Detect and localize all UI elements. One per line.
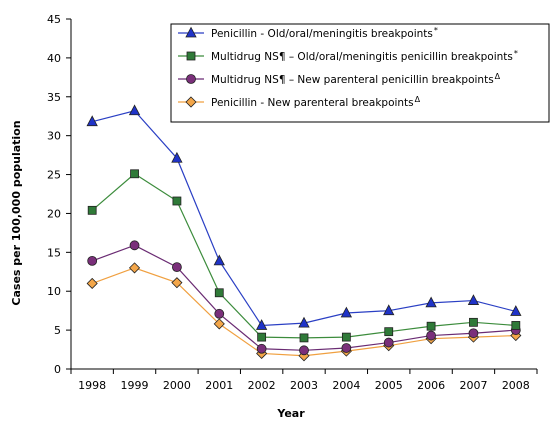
legend-superscript: Δ (495, 72, 501, 81)
data-point (426, 330, 436, 341)
data-point (426, 321, 436, 331)
data-point (341, 343, 352, 353)
y-tick-label: 5 (54, 324, 61, 337)
x-axis-title: Year (276, 407, 305, 420)
legend-item: Multidrug NS¶ – New parenteral penicilli… (178, 72, 501, 86)
data-point (214, 308, 225, 319)
y-tick-label: 40 (47, 52, 61, 65)
x-tick-label: 2005 (375, 379, 403, 392)
data-point (468, 328, 479, 339)
y-tick-label: 15 (47, 246, 61, 259)
legend-marker (185, 26, 197, 38)
series-line (91, 267, 516, 357)
data-point (128, 104, 141, 116)
data-point (299, 345, 309, 356)
x-tick-label: 2004 (332, 379, 360, 392)
data-point (172, 262, 182, 273)
legend-label: Multidrug NS¶ – Old/oral/meningitis peni… (211, 49, 518, 63)
series-circle (87, 240, 521, 356)
y-tick-label: 30 (47, 130, 61, 143)
data-point (257, 332, 267, 342)
series-line (92, 110, 516, 327)
x-tick-label: 2007 (459, 379, 487, 392)
legend-item: Multidrug NS¶ – Old/oral/meningitis peni… (178, 49, 518, 63)
legend-marker (186, 51, 196, 61)
axes: 0 5 10 15 20 25 30 35 40 45 1998 1999 2000 2001 2002 20… (47, 13, 538, 392)
legend-marker (186, 74, 196, 84)
data-point (129, 240, 140, 251)
x-tick-label: 2001 (205, 379, 233, 392)
legend-item: Penicillin - New parenteral breakpointsΔ (178, 95, 421, 109)
data-point (255, 319, 268, 330)
data-point (86, 115, 98, 127)
data-point (467, 294, 480, 305)
data-point (383, 337, 394, 348)
data-point (171, 151, 183, 163)
y-tick-label: 0 (54, 363, 61, 376)
data-point (86, 277, 98, 290)
x-tick-label: 2000 (163, 379, 191, 392)
data-point (511, 321, 521, 330)
x-tick-label: 2008 (502, 379, 530, 392)
data-point (87, 205, 97, 215)
data-point (171, 277, 183, 289)
y-tick-label: 20 (47, 207, 61, 220)
data-point (340, 306, 353, 318)
legend: Penicillin - Old/oral/meningitis breakpo… (170, 23, 550, 123)
legend-superscript: Δ (415, 95, 421, 104)
data-point (469, 317, 478, 327)
legend-box (170, 23, 550, 123)
data-point (256, 343, 267, 354)
x-tick-label: 2006 (417, 379, 445, 392)
data-point (298, 316, 310, 328)
legend-superscript: * (514, 49, 518, 58)
series-triangle (86, 104, 522, 330)
data-point (510, 305, 522, 316)
data-point (130, 169, 139, 179)
y-tick-label: 25 (47, 169, 61, 182)
data-point (299, 333, 309, 343)
x-tick-label: 1999 (121, 379, 149, 392)
legend-item: Penicillin - Old/oral/meningitis breakpo… (178, 26, 438, 40)
x-tick-label: 2002 (248, 379, 276, 392)
data-point (172, 196, 182, 206)
data-point (214, 288, 224, 298)
y-tick-label: 35 (47, 91, 61, 104)
data-point (213, 254, 225, 266)
data-point (128, 262, 141, 274)
series-square (87, 169, 521, 343)
data-point (384, 327, 394, 337)
data-point (87, 255, 98, 266)
legend-label: Penicillin - Old/oral/meningitis breakpo… (211, 26, 438, 40)
legend-marker (185, 96, 197, 108)
y-tick-label: 10 (47, 285, 61, 298)
series-layer (86, 104, 522, 362)
data-point (213, 318, 225, 330)
data-point (383, 304, 395, 316)
y-tick-label: 45 (47, 13, 61, 26)
x-tick-label: 2003 (290, 379, 318, 392)
y-axis-title: Cases per 100,000 population (10, 120, 23, 305)
data-point (341, 332, 351, 342)
data-point (425, 296, 437, 308)
x-tick-label: 1998 (78, 379, 106, 392)
legend-superscript: * (434, 26, 438, 35)
legend-label: Penicillin - New parenteral breakpointsΔ (211, 95, 421, 109)
legend-label: Multidrug NS¶ – New parenteral penicilli… (211, 72, 501, 86)
